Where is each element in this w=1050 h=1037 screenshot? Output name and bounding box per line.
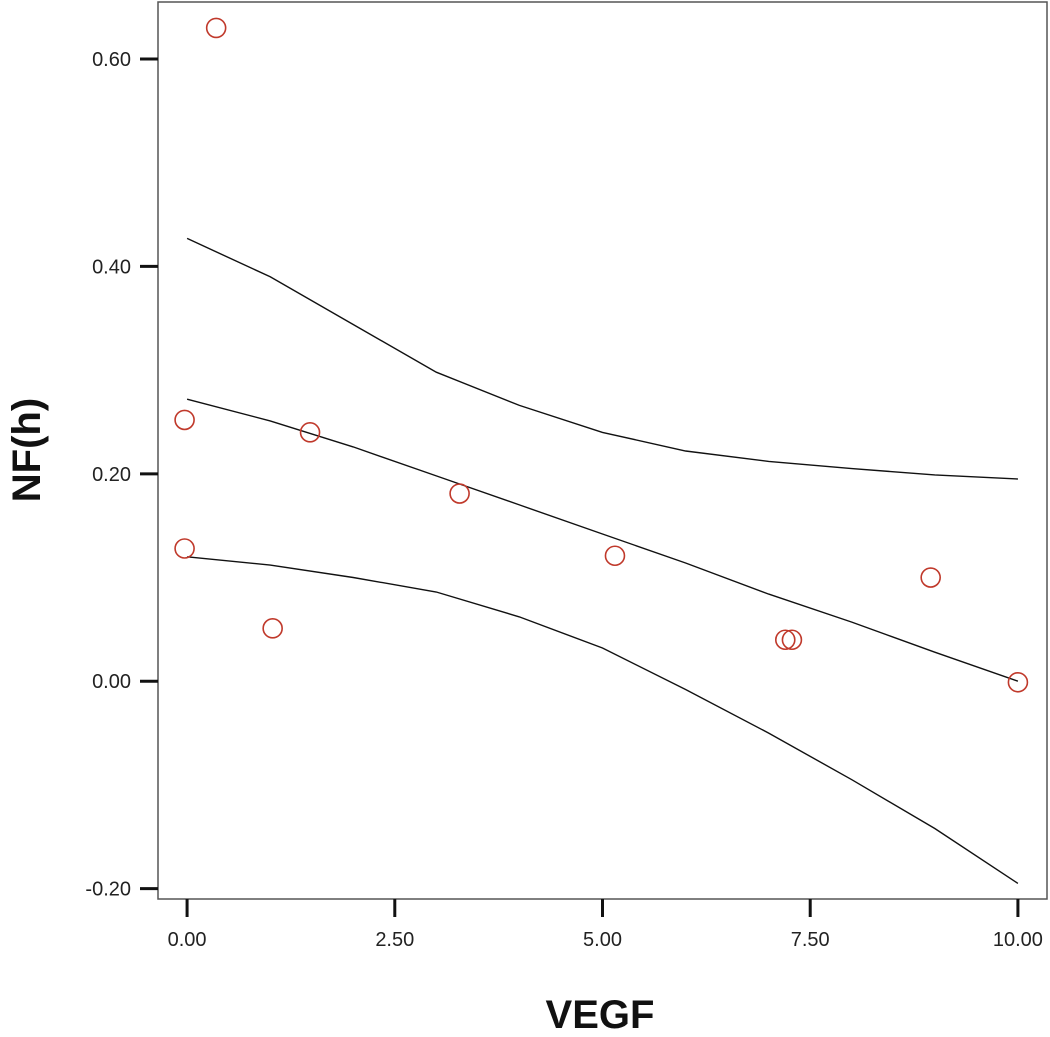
y-tick-label: 0.60 — [92, 49, 131, 71]
data-point — [262, 618, 283, 639]
lower-ci-line — [187, 556, 1019, 884]
data-point — [205, 17, 227, 39]
x-tick-label: 7.50 — [791, 929, 830, 951]
x-axis-title: VEGF — [546, 993, 655, 1037]
data-point — [920, 567, 941, 588]
y-tick-label: -0.20 — [85, 879, 131, 901]
x-tick-label: 5.00 — [583, 929, 622, 951]
y-tick-label: 0.20 — [92, 464, 131, 486]
x-tick-label: 10.00 — [993, 929, 1043, 951]
y-axis-title: NF(h) — [5, 398, 49, 502]
y-tick-label: 0.00 — [92, 671, 131, 693]
upper-ci-line — [186, 237, 1018, 480]
x-tick-label: 2.50 — [375, 929, 414, 951]
data-point — [781, 629, 803, 651]
regression-lines — [186, 237, 1019, 884]
data-point — [774, 629, 796, 651]
y-tick-label: 0.40 — [92, 256, 131, 278]
y-axis: -0.20 0.00 0.20 0.40 0.60 — [85, 49, 158, 901]
x-tick-label: 0.00 — [168, 929, 207, 951]
data-point — [1007, 671, 1029, 693]
x-axis: 0.00 2.50 5.00 7.50 10.00 — [168, 899, 1043, 951]
data-point — [449, 483, 470, 504]
fit-line — [186, 398, 1019, 682]
data-point — [174, 538, 195, 559]
data-point — [604, 545, 626, 567]
data-point — [174, 409, 195, 431]
data-points — [174, 17, 1029, 693]
plot-frame — [157, 1, 1048, 900]
data-point — [299, 422, 321, 443]
